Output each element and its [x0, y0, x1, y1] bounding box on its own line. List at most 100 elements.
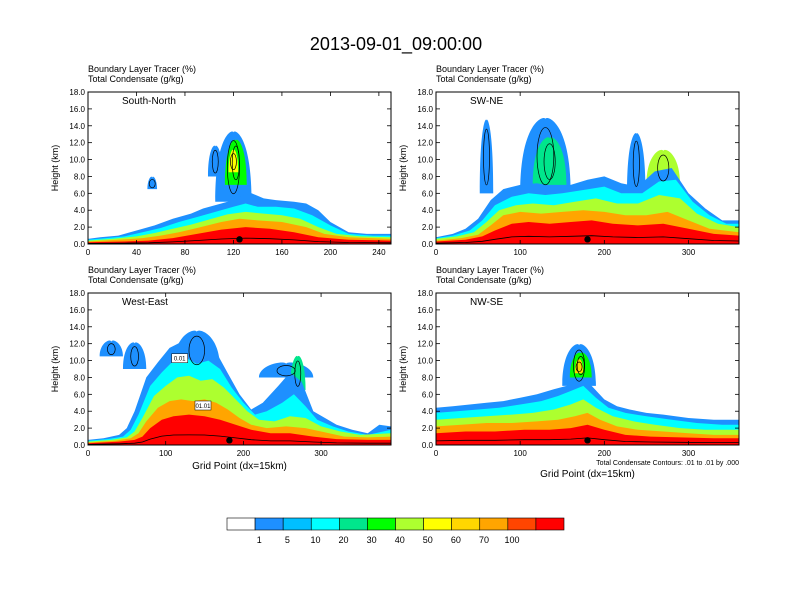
colorbar-swatch-11: [507, 517, 537, 531]
x-tick-label: 40: [132, 248, 141, 257]
terrain-line: [436, 235, 739, 244]
y-tick-label: 10.0: [417, 357, 433, 366]
y-tick-label: 16.0: [69, 105, 85, 114]
colorbar-swatch-4: [310, 517, 340, 531]
terrain-line: [88, 237, 391, 244]
condensate-contour-5: [632, 140, 640, 187]
tracer-plume-4: [207, 145, 223, 177]
y-tick-label: 12.0: [417, 139, 433, 148]
y-tick-label: 6.0: [422, 189, 434, 198]
x-tick-label: 300: [314, 449, 328, 458]
x-tick-label: 0: [86, 248, 91, 257]
y-tick-label: 8.0: [74, 373, 86, 382]
contour-label: 01.01: [195, 404, 211, 410]
y-tick-label: 2.0: [74, 223, 86, 232]
x-tick-label: 100: [513, 449, 527, 458]
y-tick-label: 18.0: [69, 289, 85, 298]
y-tick-label: 2.0: [422, 424, 434, 433]
colorbar-label: 100: [505, 535, 520, 545]
y-tick-label: 18.0: [417, 88, 433, 97]
x-tick-label: 200: [598, 248, 612, 257]
panel-plot-area: 0.01 01.01: [88, 293, 391, 445]
y-tick-label: 6.0: [422, 390, 434, 399]
colorbar-label: 1: [257, 535, 262, 545]
y-tick-label: 12.0: [69, 139, 85, 148]
panel-name: NW-SE: [470, 297, 503, 308]
field-label-tracer: Boundary Layer Tracer (%): [88, 64, 196, 74]
tracer-plume-4: [99, 340, 123, 357]
x-axis-label: Grid Point (dx=15km): [192, 461, 287, 472]
x-tick-label: 160: [275, 248, 289, 257]
condensate-contour-3: [276, 365, 296, 377]
colorbar-swatch-12: [535, 517, 565, 531]
panel-frame: [435, 292, 740, 446]
condensate-contour-2: [576, 356, 585, 376]
tracer-level-11: [88, 227, 391, 244]
colorbar-swatch-5: [339, 517, 368, 531]
x-tick-label: 80: [181, 248, 190, 257]
y-tick-label: 16.0: [69, 306, 85, 315]
condensate-contour-2: [543, 143, 556, 180]
y-axis-label: Height (km): [398, 145, 408, 192]
colorbar-label: 70: [479, 535, 489, 545]
condensate-contour-3: [483, 128, 490, 186]
colorbar: 1 5 10 20 30 40 50 60 70 100: [226, 517, 565, 545]
x-tick-label: 300: [682, 248, 696, 257]
x-tick-label: 0: [434, 449, 439, 458]
y-tick-label: 18.0: [69, 88, 85, 97]
contour-label: 0.01: [174, 357, 186, 363]
condensate-contour-3: [575, 361, 583, 373]
colorbar-label: 40: [395, 535, 405, 545]
condensate-contour-4: [211, 149, 219, 174]
field-label-condensate: Total Condensate (g/kg): [88, 74, 184, 84]
condensate-contour-4: [657, 154, 670, 182]
x-tick-label: 100: [513, 248, 527, 257]
tracer-level-11: [436, 220, 739, 244]
y-tick-label: 4.0: [422, 206, 434, 215]
colorbar-swatch-8: [423, 517, 452, 531]
contour-label-box: [171, 353, 188, 363]
x-tick-label: 200: [237, 449, 251, 458]
y-tick-label: 6.0: [74, 390, 86, 399]
location-marker: [226, 437, 233, 444]
field-label-condensate: Total Condensate (g/kg): [88, 275, 184, 285]
y-tick-label: 14.0: [417, 323, 433, 332]
panel-3: 0.01 01.01 West-East Boundary Layer Tracer …: [50, 265, 392, 472]
tracer-plume-1: [122, 342, 147, 369]
colorbar-swatch-2: [254, 517, 284, 531]
colorbar-swatch-6: [367, 517, 396, 531]
contour-note: Total Condensate Contours: .01 to .01 by…: [596, 460, 739, 467]
x-tick-label: 300: [682, 449, 696, 458]
panel-frame: [87, 91, 392, 245]
panel-2: SW-NE Boundary Layer Tracer (%)Total Cond…: [398, 64, 740, 257]
y-tick-label: 6.0: [74, 189, 86, 198]
condensate-contour-3: [230, 153, 237, 171]
y-tick-label: 10.0: [417, 156, 433, 165]
panel-1: South-North Boundary Layer Tracer (%)Tota…: [50, 64, 392, 257]
y-tick-label: 8.0: [74, 172, 86, 181]
field-label-tracer: Boundary Layer Tracer (%): [436, 64, 544, 74]
y-tick-label: 4.0: [74, 407, 86, 416]
y-axis-label: Height (km): [50, 346, 60, 393]
panel-name: SW-NE: [470, 96, 503, 107]
colorbar-swatch-9: [451, 517, 481, 531]
y-tick-label: 18.0: [417, 289, 433, 298]
y-tick-label: 12.0: [417, 340, 433, 349]
field-label-condensate: Total Condensate (g/kg): [436, 74, 532, 84]
tracer-plume-3: [479, 119, 494, 194]
panel-frame: [435, 91, 740, 245]
y-tick-label: 0.0: [422, 441, 434, 450]
location-marker: [584, 437, 591, 444]
x-axis-label: Grid Point (dx=15km): [540, 469, 635, 480]
tracer-plume-5: [627, 133, 646, 194]
field-label-tracer: Boundary Layer Tracer (%): [88, 265, 196, 275]
colorbar-label: 5: [285, 535, 290, 545]
condensate-contour-2: [231, 145, 240, 181]
figure-title: 2013-09-01_09:00:00: [310, 34, 482, 55]
colorbar-label: 10: [310, 535, 320, 545]
condensate-contour-5: [148, 179, 156, 189]
y-axis-label: Height (km): [398, 346, 408, 393]
condensate-contour-2: [188, 335, 205, 366]
